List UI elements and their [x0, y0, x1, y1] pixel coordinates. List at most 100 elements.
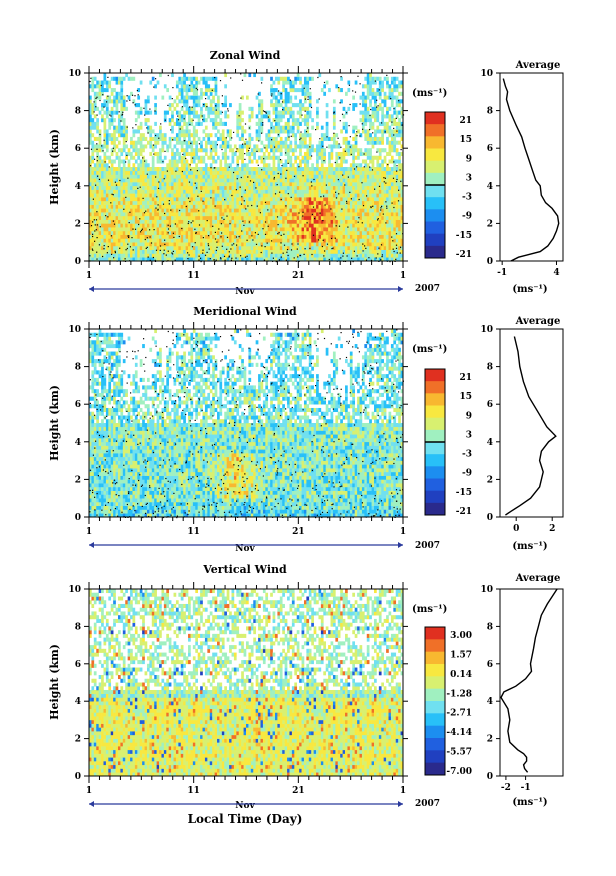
- data-cell: [203, 197, 206, 201]
- data-cell: [118, 235, 121, 239]
- data-cell: [154, 171, 157, 175]
- data-cell: [142, 144, 145, 148]
- data-cell: [282, 111, 285, 115]
- data-cell: [270, 205, 273, 209]
- data-cell: [205, 227, 208, 231]
- data-cell: [253, 167, 256, 171]
- data-cell: [123, 178, 126, 182]
- data-cell: [335, 246, 338, 250]
- data-cell: [357, 175, 360, 179]
- data-cell: [251, 216, 254, 220]
- data-cell: [190, 208, 193, 212]
- data-cell: [297, 235, 300, 239]
- data-cell: [360, 190, 363, 194]
- data-cell: [142, 220, 145, 224]
- data-cell: [256, 114, 259, 118]
- data-cell: [210, 152, 213, 156]
- data-cell: [256, 238, 259, 242]
- data-cell: [287, 220, 290, 224]
- data-cell: [137, 205, 140, 209]
- data-cell: [277, 148, 280, 152]
- data-cell: [309, 92, 312, 96]
- data-cell: [289, 163, 292, 167]
- data-cell: [369, 175, 372, 179]
- data-cell: [190, 238, 193, 242]
- data-cell: [389, 148, 392, 152]
- data-cell: [244, 182, 247, 186]
- data-cell: [161, 212, 164, 216]
- data-cell: [224, 152, 227, 156]
- data-cell: [193, 137, 196, 141]
- data-cell: [367, 81, 370, 85]
- data-cell: [120, 152, 123, 156]
- data-cell: [203, 193, 206, 197]
- data-cell: [275, 156, 278, 160]
- data-cell: [137, 227, 140, 231]
- data-cell: [345, 235, 348, 239]
- data-cell: [367, 186, 370, 190]
- data-cell: [321, 137, 324, 141]
- data-cell: [161, 242, 164, 246]
- data-cell: [101, 182, 104, 186]
- data-cell: [398, 99, 401, 103]
- data-cell: [210, 144, 213, 148]
- data-cell: [171, 178, 174, 182]
- data-cell: [161, 223, 164, 227]
- data-cell: [345, 152, 348, 156]
- data-cell: [195, 111, 198, 115]
- data-cell: [294, 144, 297, 148]
- data-cell: [364, 220, 367, 224]
- data-cell: [369, 250, 372, 254]
- data-cell: [103, 208, 106, 212]
- data-cell: [389, 190, 392, 194]
- data-cell: [251, 171, 254, 175]
- data-cell: [120, 167, 123, 171]
- data-cell: [188, 77, 191, 81]
- data-cell: [335, 227, 338, 231]
- data-cell: [292, 133, 295, 137]
- data-cell: [227, 193, 230, 197]
- data-cell: [118, 141, 121, 145]
- data-cell: [333, 242, 336, 246]
- data-cell: [340, 193, 343, 197]
- data-cell: [318, 167, 321, 171]
- data-cell: [111, 223, 114, 227]
- data-cell: [145, 242, 148, 246]
- data-cell: [178, 253, 181, 257]
- data-cell: [335, 190, 338, 194]
- data-cell: [241, 171, 244, 175]
- data-cell: [125, 129, 128, 133]
- data-column: [183, 73, 186, 261]
- data-cell: [270, 212, 273, 216]
- data-cell: [389, 242, 392, 246]
- data-cell: [282, 190, 285, 194]
- data-cell: [99, 186, 102, 190]
- data-cell: [398, 212, 401, 216]
- data-cell: [384, 231, 387, 235]
- data-cell: [205, 126, 208, 130]
- data-cell: [241, 190, 244, 194]
- data-cell: [159, 208, 162, 212]
- data-cell: [369, 231, 372, 235]
- data-cell: [113, 246, 116, 250]
- data-cell: [345, 137, 348, 141]
- data-cell: [384, 238, 387, 242]
- data-cell: [306, 148, 309, 152]
- data-cell: [347, 107, 350, 111]
- data-cell: [275, 231, 278, 235]
- data-cell: [398, 156, 401, 160]
- data-cell: [350, 208, 353, 212]
- data-cell: [277, 250, 280, 254]
- data-cell: [118, 186, 121, 190]
- data-cell: [108, 156, 111, 160]
- data-cell: [198, 231, 201, 235]
- data-cell: [260, 223, 263, 227]
- data-cell: [135, 250, 138, 254]
- data-cell: [232, 182, 235, 186]
- data-cell: [125, 205, 128, 209]
- data-cell: [355, 137, 358, 141]
- data-cell: [101, 250, 104, 254]
- data-cell: [294, 231, 297, 235]
- data-cell: [248, 223, 251, 227]
- data-cell: [94, 175, 97, 179]
